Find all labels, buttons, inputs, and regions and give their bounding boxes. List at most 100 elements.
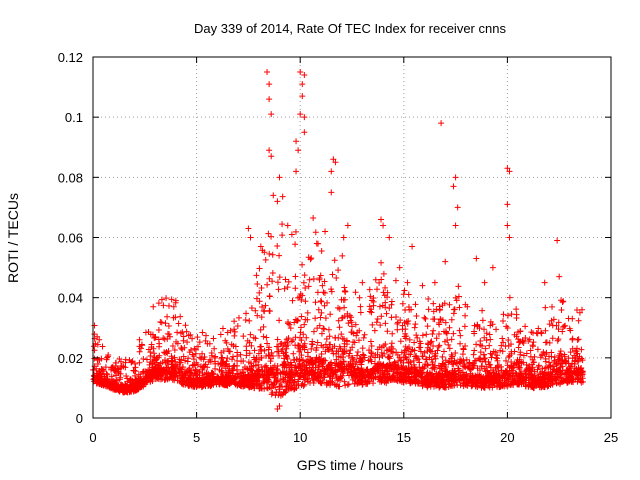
y-tick-label: 0.12 (58, 50, 83, 65)
roti-point (549, 369, 556, 376)
roti-point (434, 374, 441, 381)
roti-point (540, 349, 547, 356)
roti-point (461, 323, 468, 330)
roti-point (146, 361, 153, 368)
roti-point (274, 336, 281, 343)
roti-point (212, 365, 219, 372)
roti-point (325, 326, 332, 333)
roti-point (203, 375, 210, 382)
roti-point (557, 379, 564, 386)
roti-point (436, 303, 443, 310)
roti-point (124, 375, 131, 382)
roti-point (455, 293, 462, 300)
roti-point (432, 380, 439, 387)
x-tick-label: 0 (89, 430, 96, 445)
roti-point (128, 377, 135, 384)
roti-point (180, 337, 187, 344)
roti-point (247, 331, 254, 338)
roti-point (91, 355, 98, 362)
roti-point (396, 374, 403, 381)
roti-point (569, 345, 576, 352)
roti-point (95, 373, 102, 380)
roti-point (495, 362, 502, 369)
roti-point (318, 247, 325, 254)
roti-point (541, 384, 548, 391)
roti-point (274, 348, 281, 355)
roti-point (263, 378, 270, 385)
roti-point (515, 344, 522, 351)
roti-point (510, 381, 517, 388)
roti-point (132, 376, 139, 383)
roti-point (136, 348, 143, 355)
roti-point (411, 324, 418, 331)
roti-point (354, 352, 361, 359)
roti-point (259, 303, 266, 310)
roti-point (278, 348, 285, 355)
roti-point (388, 301, 395, 308)
roti-point (307, 256, 314, 263)
roti-point (508, 367, 515, 374)
roti-point (529, 343, 536, 350)
roti-point (557, 360, 564, 367)
roti-point (427, 377, 434, 384)
roti-point (153, 373, 160, 380)
roti-point (515, 379, 522, 386)
roti-point (267, 358, 274, 365)
roti-point (351, 367, 358, 374)
roti-point (289, 368, 296, 375)
roti-point (242, 317, 249, 324)
roti-point (331, 369, 338, 376)
roti-point (151, 335, 158, 342)
roti-point (411, 347, 418, 354)
roti-point (354, 349, 361, 356)
roti-point (559, 298, 566, 305)
roti-point (578, 306, 585, 313)
roti-point (432, 352, 439, 359)
roti-point (171, 346, 178, 353)
roti-point (490, 370, 497, 377)
roti-point (503, 377, 510, 384)
roti-point (256, 298, 263, 305)
roti-point (291, 386, 298, 393)
roti-point (504, 165, 511, 172)
roti-point (426, 377, 433, 384)
roti-point (328, 168, 335, 175)
roti-point (299, 81, 306, 88)
roti-point (292, 228, 299, 235)
roti-point (170, 314, 177, 321)
roti-point (185, 332, 192, 339)
roti-point (288, 231, 295, 238)
roti-point (109, 364, 116, 371)
roti-point (492, 349, 499, 356)
roti-point (224, 355, 231, 362)
roti-point (430, 327, 437, 334)
roti-point (320, 359, 327, 366)
roti-point (264, 281, 271, 288)
roti-point (295, 147, 302, 154)
roti-point (445, 341, 452, 348)
roti-point (553, 362, 560, 369)
roti-point (229, 378, 236, 385)
roti-point (462, 364, 469, 371)
roti-point (120, 389, 127, 396)
roti-point (156, 340, 163, 347)
roti-point (164, 358, 171, 365)
roti-point (527, 347, 534, 354)
roti-point (199, 350, 206, 357)
roti-point (336, 324, 343, 331)
roti-point (328, 286, 335, 293)
roti-point (329, 345, 336, 352)
roti-point (191, 345, 198, 352)
roti-point (328, 189, 335, 196)
roti-point (186, 379, 193, 386)
roti-point (269, 278, 276, 285)
roti-point (264, 340, 271, 347)
roti-point (157, 319, 164, 326)
roti-point (564, 379, 571, 386)
roti-point (419, 353, 426, 360)
roti-point (479, 317, 486, 324)
roti-point (308, 255, 315, 262)
roti-point (304, 349, 311, 356)
roti-point (427, 339, 434, 346)
roti-point (301, 344, 308, 351)
